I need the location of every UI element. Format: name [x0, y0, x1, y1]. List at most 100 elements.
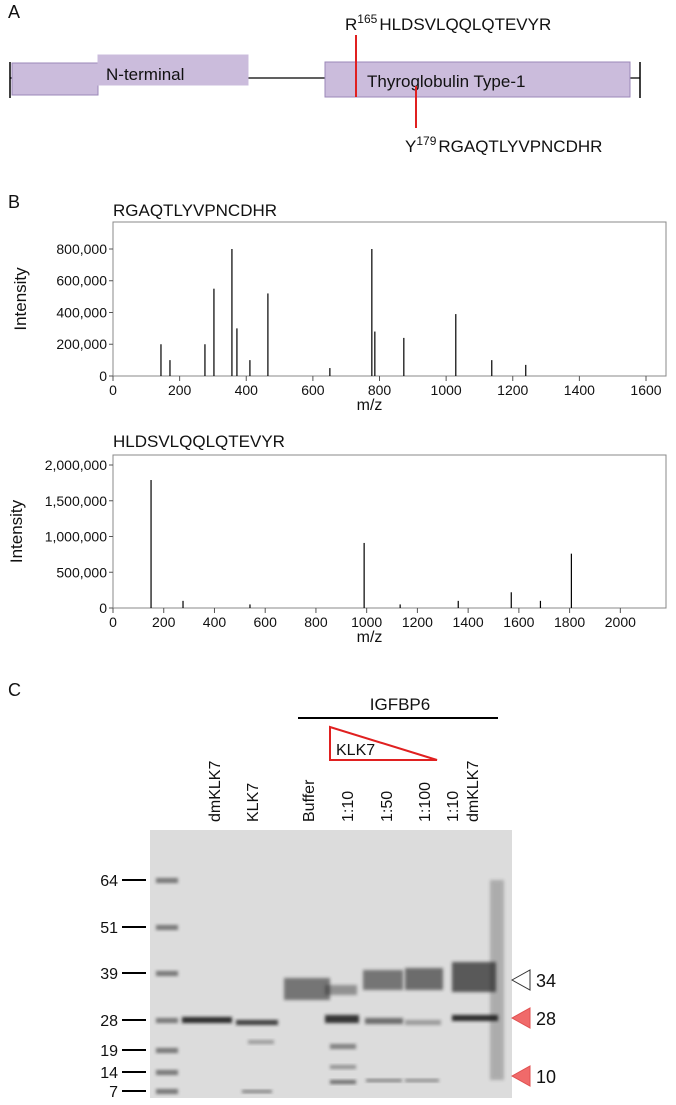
gel-band — [452, 1015, 498, 1021]
gel-bands — [156, 878, 504, 1094]
x-tick-label: 2000 — [605, 614, 636, 630]
x-tick-label: 1000 — [431, 382, 462, 398]
panel-label: C — [8, 680, 21, 700]
x-tick-label: 1800 — [554, 614, 585, 630]
gel-band — [405, 968, 443, 990]
y-tick-label: 0 — [99, 368, 107, 384]
lane-label: dmKLK7 — [207, 761, 224, 822]
gel-band — [330, 1080, 356, 1084]
y-tick-label: 1,500,000 — [45, 493, 107, 509]
y-tick-label: 200,000 — [56, 336, 107, 352]
ladder-band — [156, 925, 178, 930]
band-arrow — [510, 1065, 531, 1087]
marker-label: 39 — [100, 966, 118, 983]
x-tick-label: 1200 — [402, 614, 433, 630]
chart-title: HLDSVLQQLQTEVYR — [113, 432, 285, 451]
group-label: IGFBP6 — [370, 695, 430, 714]
peptide: RGAQTLYVPNCDHR — [438, 137, 602, 156]
domain-box — [11, 62, 99, 96]
y-axis-label: Intensity — [7, 499, 26, 563]
gel — [150, 830, 512, 1098]
domain-box — [97, 54, 249, 86]
y-tick-label: 0 — [99, 600, 107, 616]
band-label: 28 — [536, 1009, 556, 1029]
residue: Y — [405, 137, 416, 156]
gel-band — [363, 970, 403, 990]
y-tick-label: 800,000 — [56, 241, 107, 257]
marker-label: 14 — [100, 1065, 118, 1082]
y-axis-label: Intensity — [11, 267, 30, 331]
y-tick-label: 600,000 — [56, 273, 107, 289]
lane-label: dmKLK7 — [465, 761, 482, 822]
band-arrow — [510, 1007, 531, 1029]
x-tick-label: 400 — [203, 614, 227, 630]
gel-band — [182, 1017, 232, 1023]
x-tick-label: 800 — [368, 382, 392, 398]
gel-band — [452, 962, 496, 992]
gel-band — [490, 880, 504, 1080]
peptide: HLDSVLQQLQTEVYR — [379, 15, 551, 34]
ladder-band — [156, 971, 178, 976]
domain-box — [324, 61, 631, 98]
spectra: RGAQTLYVPNCDHR m/z Intensity 0 200 400 600 800 1… — [7, 201, 667, 646]
gel-band — [284, 978, 330, 1000]
marker-label: 28 — [100, 1013, 118, 1030]
lane-label: 1:100 — [417, 782, 434, 822]
ladder-band — [156, 1089, 178, 1094]
x-tick-label: 1200 — [497, 382, 528, 398]
band-label: 34 — [536, 971, 556, 991]
y-tick-label: 1,000,000 — [45, 529, 107, 545]
enzyme-label: KLK7 — [336, 742, 375, 759]
gel-band — [325, 985, 357, 995]
residue: R — [345, 15, 357, 34]
domain-label: Thyroglobulin Type-1 — [367, 72, 525, 91]
x-tick-label: 1000 — [351, 614, 382, 630]
gel-band — [330, 1065, 356, 1069]
x-tick-label: 800 — [304, 614, 328, 630]
x-tick-label: 600 — [301, 382, 325, 398]
y-tick-label: 500,000 — [56, 564, 107, 580]
lane-label: KLK7 — [245, 783, 262, 822]
band-label: 10 — [536, 1067, 556, 1087]
chart-title: RGAQTLYVPNCDHR — [113, 201, 277, 220]
lane-label: 1:10 — [340, 791, 357, 822]
gel-band — [365, 1018, 403, 1024]
x-tick-label: 1600 — [503, 614, 534, 630]
position: 179 — [416, 134, 436, 148]
marker-label: 64 — [100, 873, 118, 890]
x-tick-label: 1400 — [453, 614, 484, 630]
gel-band — [405, 1020, 441, 1025]
x-tick-label: 200 — [152, 614, 176, 630]
x-axis-label: m/z — [357, 397, 383, 414]
marker-label: 19 — [100, 1043, 118, 1060]
y-tick-label: 2,000,000 — [45, 457, 107, 473]
site-label: R165 HLDSVLQQLQTEVYR — [345, 12, 551, 34]
ladder-band — [156, 1018, 178, 1023]
x-tick-label: 200 — [168, 382, 192, 398]
x-tick-label: 1600 — [630, 382, 661, 398]
marker-label: 7 — [109, 1084, 118, 1100]
gel-band — [242, 1090, 272, 1093]
plot-frame — [112, 454, 667, 609]
band-arrow — [510, 969, 531, 991]
gel-band — [330, 1044, 356, 1049]
lane-label: Buffer — [301, 779, 318, 822]
panel-label: B — [8, 192, 20, 212]
site-label: Y179 RGAQTLYVPNCDHR — [405, 134, 602, 156]
ladder-band — [156, 1048, 178, 1053]
lane-label: 1:10 — [445, 791, 462, 822]
position: 165 — [357, 12, 377, 26]
y-tick-label: 400,000 — [56, 304, 107, 320]
x-axis-label: m/z — [357, 629, 383, 646]
domain-label: N-terminal — [106, 65, 184, 84]
gel-band — [248, 1040, 274, 1044]
plot-frame — [112, 221, 667, 377]
gel-band — [405, 1079, 439, 1082]
panel-label: A — [8, 2, 20, 22]
gel-band — [236, 1020, 278, 1025]
gel-band — [366, 1079, 402, 1082]
x-tick-label: 1400 — [564, 382, 595, 398]
x-tick-label: 600 — [254, 614, 278, 630]
gel-band — [325, 1015, 359, 1023]
